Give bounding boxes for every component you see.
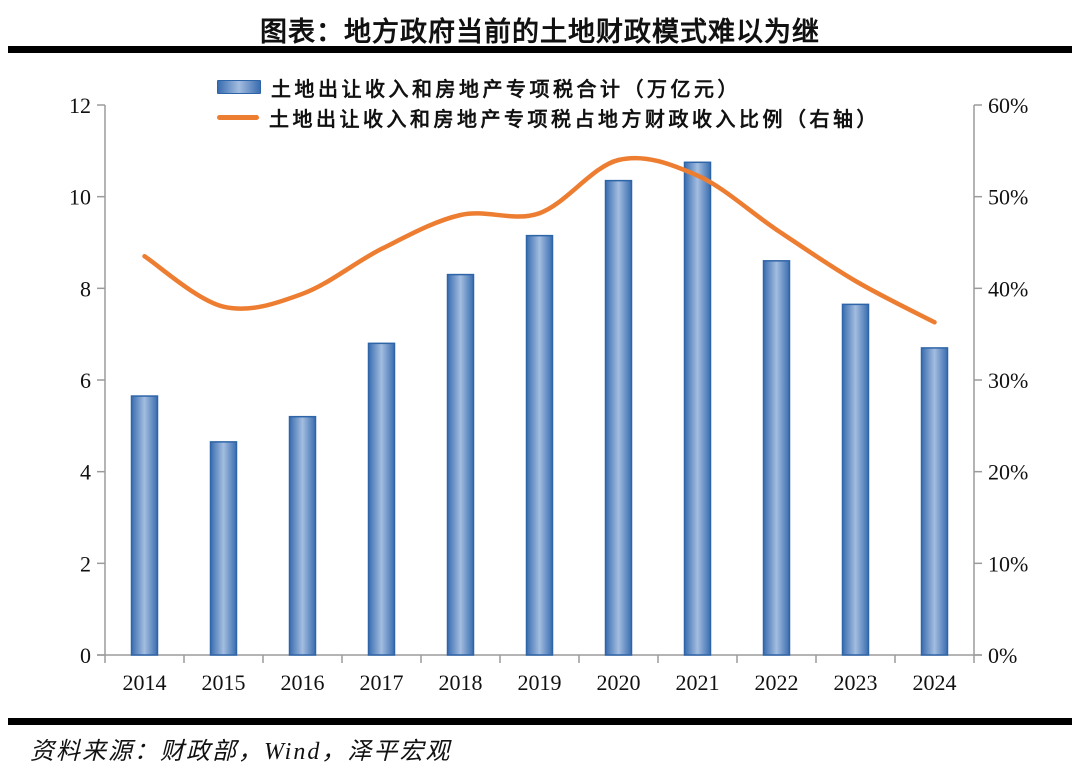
- line-series: [142, 155, 937, 325]
- axis-labels: 0 2 4 6 8 10 12 0% 10% 20% 30% 40% 50% 60% 2014 2015 201…: [69, 93, 1028, 695]
- x-axis-label: 2016: [281, 670, 325, 695]
- bar-2023: [841, 303, 870, 656]
- bar-2020: [604, 179, 633, 656]
- right-axis-label: 10%: [988, 551, 1028, 576]
- bar-series: [130, 161, 949, 656]
- right-axis-label: 60%: [988, 93, 1028, 118]
- left-axis-label: 8: [80, 276, 91, 301]
- bottom-divider-rule: [8, 718, 1072, 725]
- legend-label-line: 土地出让收入和房地产专项税占地方财政收入比例（右轴）: [269, 108, 880, 131]
- x-axis-label: 2017: [360, 670, 404, 695]
- right-axis-label: 0%: [988, 643, 1017, 668]
- bar-2017: [367, 342, 396, 656]
- x-axis-label: 2021: [676, 670, 720, 695]
- legend-item-bars: 土地出让收入和房地产专项税合计（万亿元）: [217, 72, 880, 102]
- source-note: 资料来源：财政部，Wind，泽平宏观: [30, 739, 452, 765]
- legend-label-bars: 土地出让收入和房地产专项税合计（万亿元）: [271, 78, 741, 101]
- right-axis-label: 30%: [988, 368, 1028, 393]
- left-axis-label: 10: [69, 185, 91, 210]
- x-axis-label: 2023: [834, 670, 878, 695]
- line-series-swatch-icon: [217, 114, 259, 120]
- left-axis-label: 0: [80, 643, 91, 668]
- bar-series-swatch-icon: [217, 80, 261, 94]
- left-axis-label: 4: [80, 460, 91, 485]
- x-axis-label: 2024: [913, 670, 957, 695]
- bar-2016: [288, 415, 317, 656]
- x-axis-label: 2022: [755, 670, 799, 695]
- legend-item-line: 土地出让收入和房地产专项税占地方财政收入比例（右轴）: [217, 102, 880, 132]
- bar-2015: [209, 441, 238, 656]
- x-axis-label: 2018: [439, 670, 483, 695]
- x-axis-label: 2014: [123, 670, 167, 695]
- x-axis-label: 2020: [597, 670, 641, 695]
- right-axis-label: 40%: [988, 276, 1028, 301]
- bar-2018: [446, 273, 475, 656]
- right-axis-label: 50%: [988, 185, 1028, 210]
- left-axis-label: 2: [80, 551, 91, 576]
- top-divider-rule: [8, 46, 1072, 53]
- left-axis-label: 12: [69, 93, 91, 118]
- x-axis-label: 2019: [518, 670, 562, 695]
- bar-2022: [762, 260, 791, 656]
- bar-2019: [525, 234, 554, 656]
- bar-2024: [920, 347, 949, 656]
- bar-2014: [130, 395, 159, 656]
- chart-title: 图表：地方政府当前的土地财政模式难以为继: [260, 17, 820, 47]
- trend-line: [142, 155, 937, 325]
- x-axis-label: 2015: [202, 670, 246, 695]
- legend: 土地出让收入和房地产专项税合计（万亿元） 土地出让收入和房地产专项税占地方财政收…: [217, 72, 880, 132]
- right-axis-label: 20%: [988, 460, 1028, 485]
- bar-2021: [683, 161, 712, 656]
- left-axis-label: 6: [80, 368, 91, 393]
